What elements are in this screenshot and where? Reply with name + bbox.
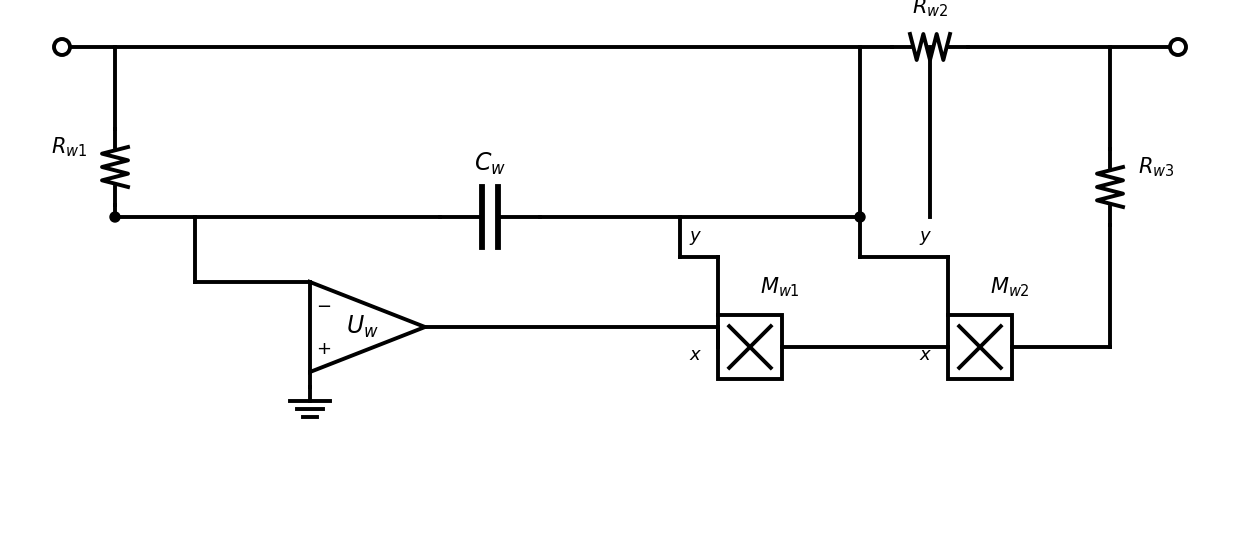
Text: $M_{w1}$: $M_{w1}$ <box>760 275 800 299</box>
Text: $x$: $x$ <box>919 346 932 364</box>
Text: $x$: $x$ <box>688 346 702 364</box>
Text: $C_{w}$: $C_{w}$ <box>474 151 506 177</box>
Text: $y$: $y$ <box>688 229 702 247</box>
Circle shape <box>1171 39 1185 55</box>
Text: $R_{w1}$: $R_{w1}$ <box>51 135 87 159</box>
Circle shape <box>55 39 69 55</box>
Text: $y$: $y$ <box>919 229 932 247</box>
Text: $R_{w3}$: $R_{w3}$ <box>1138 155 1174 179</box>
Circle shape <box>856 212 866 222</box>
Text: $M_{w2}$: $M_{w2}$ <box>990 275 1030 299</box>
Text: $+$: $+$ <box>316 340 331 358</box>
Text: $-$: $-$ <box>316 296 331 314</box>
Text: $R_{w2}$: $R_{w2}$ <box>911 0 949 19</box>
Text: $U_{w}$: $U_{w}$ <box>346 314 378 340</box>
Circle shape <box>110 212 120 222</box>
